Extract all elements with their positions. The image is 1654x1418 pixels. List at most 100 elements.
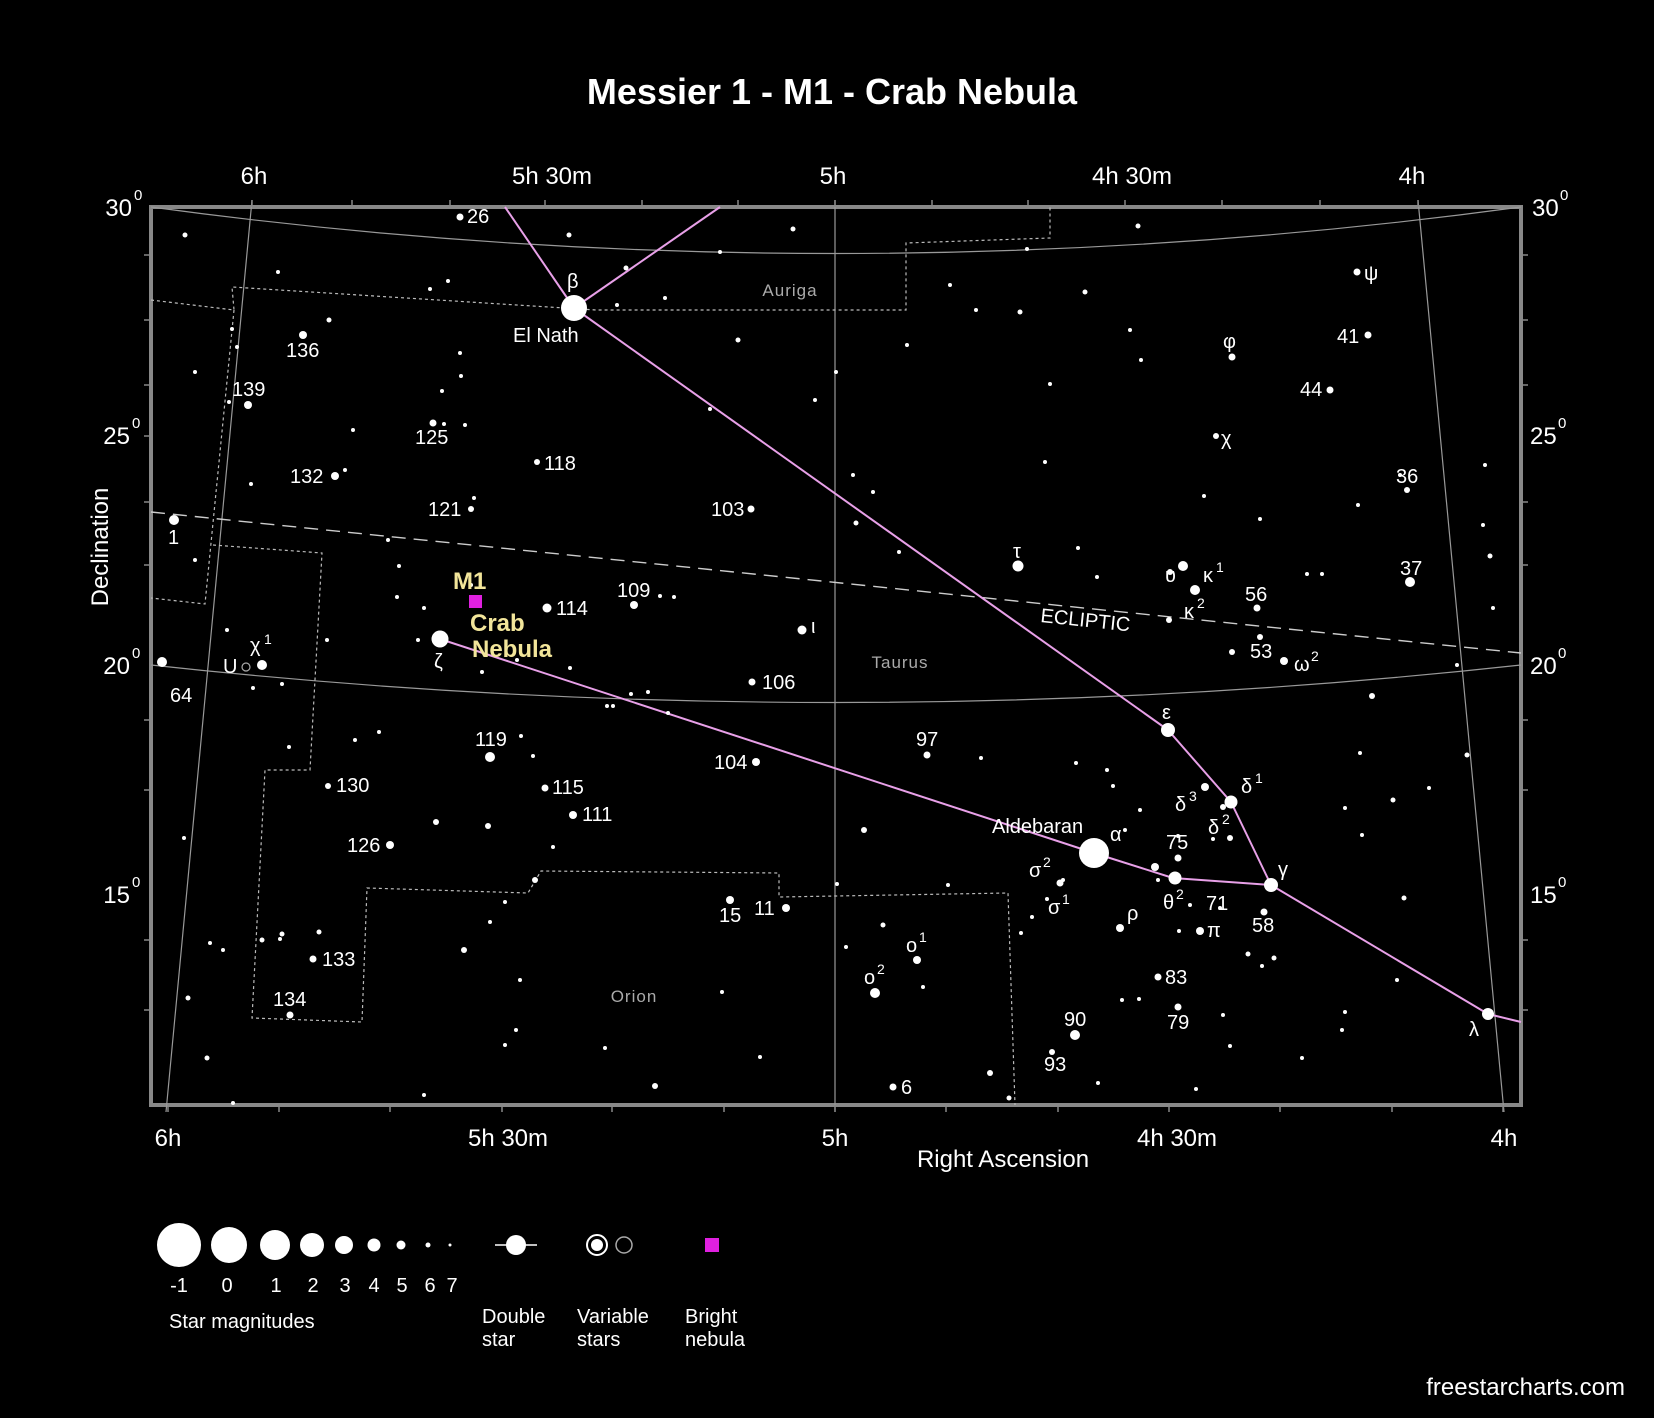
dec-left-30: 30 (105, 195, 132, 222)
label-97: 97 (916, 729, 938, 751)
variable-star-faint-icon (615, 1236, 633, 1254)
svg-text:2: 2 (1197, 595, 1205, 611)
ecliptic-label: ECLIPTIC (1039, 605, 1131, 636)
label-130: 130 (336, 775, 369, 797)
dec-right-30: 30 (1532, 195, 1559, 222)
label-chi1: χ (250, 635, 261, 657)
svg-text:2: 2 (1043, 854, 1051, 870)
ra-top-5h: 5h (820, 163, 847, 190)
label-115: 115 (552, 777, 584, 799)
label-lambda: λ (1469, 1019, 1479, 1041)
bright-nebula-icon (705, 1238, 719, 1252)
legend-nebula-1: Bright (685, 1306, 738, 1328)
faint-stars (182, 213, 1495, 1105)
magnitude-scale (157, 1223, 452, 1267)
star-chi1-ori (257, 660, 267, 670)
label-26: 26 (467, 206, 489, 228)
label-phi: φ (1223, 331, 1236, 353)
label-superscripts: 1 1 2 2 1 3 2 2 2 1 1 2 (264, 559, 1319, 977)
star-90-tau (1070, 1030, 1080, 1040)
dec-right-25: 25 (1530, 423, 1557, 450)
star-lambda-tau (1482, 1008, 1494, 1020)
ra-top-5h30: 5h 30m (512, 163, 592, 190)
label-75: 75 (1166, 832, 1188, 854)
label-gamma: γ (1278, 859, 1288, 881)
label-6: 6 (901, 1077, 912, 1099)
star-iota-tau (797, 625, 807, 635)
legend-mag-1: 1 (270, 1275, 281, 1297)
star-theta-tau (1168, 871, 1182, 885)
legend-mag-m1: -1 (170, 1275, 188, 1297)
star-tau-tau (1012, 560, 1024, 572)
star-labels: 26 136 139 125 132 118 121 103 1 109 114… (168, 206, 1479, 1099)
label-111: 111 (582, 804, 612, 826)
svg-text:1: 1 (264, 631, 272, 647)
label-zeta: ζ (434, 651, 443, 673)
ra-bottom-5h: 5h (822, 1125, 849, 1152)
label-sigma2: σ (1029, 860, 1042, 882)
constellation-boundaries (150, 207, 1051, 1106)
star-el-nath (561, 295, 587, 321)
dec-left-15-sup: 0 (132, 874, 140, 891)
dec-left-20: 20 (103, 653, 130, 680)
variable-star-inner-icon (591, 1239, 603, 1251)
star-119-tau (485, 752, 495, 762)
label-psi: ψ (1364, 263, 1378, 285)
bright-stars (157, 295, 1494, 1040)
label-upsilon: υ (1165, 565, 1176, 587)
constellation-lines (439, 206, 1522, 1023)
label-139: 139 (232, 379, 265, 401)
label-126: 126 (347, 835, 380, 857)
dec-left-25: 25 (103, 423, 130, 450)
legend-variable-1: Variable (577, 1306, 649, 1328)
legend-double-2: star (482, 1329, 516, 1351)
credit[interactable]: freestarcharts.com (1426, 1374, 1625, 1401)
dec-right-25-sup: 0 (1558, 415, 1566, 432)
svg-text:2: 2 (1176, 886, 1184, 902)
legend-mag-0: 0 (221, 1275, 232, 1297)
ra-bottom-4h: 4h (1491, 1125, 1518, 1152)
legend-magnitudes-caption: Star magnitudes (169, 1311, 315, 1333)
star-aldebaran (1079, 838, 1109, 868)
dec-right-30-sup: 0 (1560, 187, 1568, 204)
label-121: 121 (428, 499, 461, 521)
label-el-nath: El Nath (513, 325, 579, 347)
variable-star-outer-icon (586, 1234, 608, 1256)
label-132: 132 (290, 466, 323, 488)
legend-mag-4: 4 (368, 1275, 379, 1297)
star-u-ori (241, 662, 251, 672)
dec-left-30-sup: 0 (134, 187, 142, 204)
ra-top-4h30: 4h 30m (1092, 163, 1172, 190)
svg-text:2: 2 (877, 961, 885, 977)
label-93: 93 (1044, 1054, 1066, 1076)
star-o2-ori (870, 988, 880, 998)
star-kappa-tau (1190, 585, 1200, 595)
legend: -1 0 1 2 3 4 5 6 7 Star magnitudes Doubl… (157, 1223, 746, 1351)
label-o1: o (906, 935, 917, 957)
star-gamma-tau (1264, 878, 1278, 892)
m1-label: M1 (453, 568, 486, 595)
label-aldebaran: Aldebaran (992, 816, 1083, 838)
double-star-icon (506, 1235, 526, 1255)
label-u: U (223, 656, 237, 678)
dec-left-20-sup: 0 (132, 645, 140, 662)
dec-right-20: 20 (1530, 653, 1557, 680)
dec-right-20-sup: 0 (1558, 645, 1566, 662)
m1-marker[interactable] (469, 595, 482, 608)
svg-text:3: 3 (1189, 788, 1197, 804)
star-zeta-tau (431, 630, 449, 648)
label-alpha: α (1110, 824, 1122, 846)
dec-left-15: 15 (103, 882, 130, 909)
dec-right-15: 15 (1530, 882, 1557, 909)
ecliptic-line (150, 511, 1522, 654)
label-omega2: ω (1294, 654, 1310, 676)
ra-top-4h: 4h (1399, 163, 1426, 190)
ra-grid (165, 199, 1505, 1113)
svg-text:1: 1 (1216, 559, 1224, 575)
label-delta1: δ (1241, 776, 1252, 798)
legend-double-1: Double (482, 1306, 545, 1328)
label-iota: ι (811, 616, 815, 638)
m1-crab-label: Crab (470, 610, 525, 637)
dec-left-25-sup: 0 (132, 415, 140, 432)
label-41: 41 (1337, 326, 1359, 348)
